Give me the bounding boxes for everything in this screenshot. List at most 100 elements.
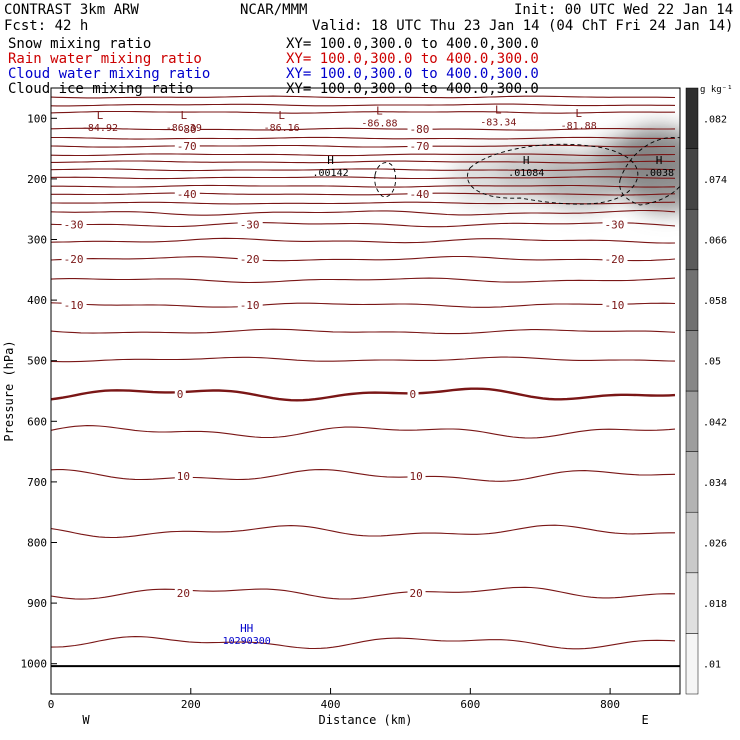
contour-label-bg xyxy=(61,218,87,231)
contour-label-bg xyxy=(174,140,200,153)
forecast-hour: Fcst: 42 h xyxy=(4,18,89,34)
high-marker: HH xyxy=(240,622,253,635)
colorbar-swatch xyxy=(685,451,699,513)
contour-label-bg xyxy=(407,123,433,136)
contour-label: 0 xyxy=(177,388,184,401)
east-label: E xyxy=(641,713,648,727)
y-tick-label: 200 xyxy=(27,173,47,186)
contour-label-bg xyxy=(237,252,263,265)
temperature-contour xyxy=(51,136,675,140)
contour-label: -80 xyxy=(177,123,197,136)
high-value: .01084 xyxy=(508,168,544,179)
temperature-contour xyxy=(51,425,676,439)
temperature-contour xyxy=(51,387,676,402)
valid-time: Valid: 18 UTC Thu 23 Jan 14 (04 ChT Fri … xyxy=(312,18,734,34)
temperature-contour xyxy=(51,184,676,188)
contour-label: -70 xyxy=(177,140,197,153)
colorbar-label: .042 xyxy=(703,417,727,428)
temperature-contour xyxy=(51,328,676,335)
ice-contour-outline xyxy=(619,136,680,206)
colorbar-label: .01 xyxy=(703,660,721,671)
y-tick-label: 900 xyxy=(27,597,47,610)
y-tick-label: 700 xyxy=(27,476,47,489)
y-tick-label: 800 xyxy=(27,537,47,550)
contour-label-bg xyxy=(61,252,87,265)
contour-label-bg xyxy=(174,388,186,401)
x-tick-label: 600 xyxy=(460,698,480,711)
y-tick-label: 600 xyxy=(27,415,47,428)
low-value: -86.88 xyxy=(361,119,397,130)
temperature-contour xyxy=(51,221,676,228)
temperature-contour xyxy=(51,95,676,99)
temperature-contour xyxy=(51,144,676,148)
contour-label: -10 xyxy=(240,299,260,312)
low-value: -83.34 xyxy=(480,118,516,129)
temperature-contour xyxy=(51,469,676,482)
temperature-contour xyxy=(51,237,676,244)
temperature-contour xyxy=(51,168,676,172)
temperature-contour xyxy=(51,586,676,600)
low-value: -86.16 xyxy=(264,123,300,134)
x-axis-label: Distance (km) xyxy=(319,713,413,727)
plot-frame xyxy=(50,87,681,695)
contour-label-bg xyxy=(407,469,426,482)
contour-label-bg xyxy=(407,388,419,401)
contour-label: -80 xyxy=(410,123,430,136)
colorbar-swatch xyxy=(685,390,699,452)
low-value: -84.92 xyxy=(82,123,118,134)
colorbar-swatch xyxy=(685,87,699,149)
model-title: CONTRAST 3km ARW xyxy=(4,2,139,18)
y-tick-label: 300 xyxy=(27,234,47,247)
contour-label: -40 xyxy=(177,188,197,201)
temperature-contour xyxy=(51,160,675,164)
contour-label-bg xyxy=(407,586,426,599)
field-snow-name: Snow mixing ratio xyxy=(8,36,152,52)
field-rain-name: Rain water mixing ratio xyxy=(8,51,202,67)
org-label: NCAR/MMM xyxy=(240,2,308,18)
contour-label: -20 xyxy=(64,253,84,266)
west-label: W xyxy=(82,713,90,727)
contour-label-bg xyxy=(407,188,433,201)
temperature-contour xyxy=(51,103,676,107)
field-cloud-water-name: Cloud water mixing ratio xyxy=(8,66,211,82)
contour-label-bg xyxy=(602,252,628,265)
contour-label-bg xyxy=(602,218,628,231)
high-value: .0038 xyxy=(644,168,674,179)
contour-label: -30 xyxy=(240,218,260,231)
high-marker: H xyxy=(656,154,663,167)
temperature-contour xyxy=(51,302,676,308)
temperature-contour xyxy=(51,110,675,114)
colorbar-label: .018 xyxy=(703,599,727,610)
contour-label-bg xyxy=(174,188,200,201)
high-value: .00142 xyxy=(312,168,348,179)
colorbar-swatch xyxy=(685,511,699,574)
colorbar-label: .074 xyxy=(703,175,727,186)
contour-label: 0 xyxy=(410,388,417,401)
contour-label-bg xyxy=(61,298,87,311)
temperature-contour xyxy=(51,176,676,180)
contour-label: 20 xyxy=(410,587,423,600)
contour-label: -10 xyxy=(605,299,625,312)
colorbar-label: .05 xyxy=(703,357,721,368)
low-marker: L xyxy=(575,107,582,120)
ice-contour-outline xyxy=(467,143,639,205)
contour-label-bg xyxy=(174,123,200,136)
temperature-contour xyxy=(51,356,676,363)
high-marker: H xyxy=(523,154,530,167)
x-tick-label: 200 xyxy=(181,698,201,711)
low-marker: L xyxy=(278,109,285,122)
y-tick-label: 100 xyxy=(27,112,47,125)
low-marker: L xyxy=(180,109,187,122)
temperature-contour xyxy=(51,153,676,157)
x-tick-label: 400 xyxy=(321,698,341,711)
colorbar-swatch xyxy=(685,330,699,392)
temperature-contour xyxy=(51,127,676,131)
low-value: -86.39 xyxy=(166,123,202,134)
contour-label-bg xyxy=(237,298,263,311)
ice-contour-outline xyxy=(374,162,397,198)
colorbar-label: .034 xyxy=(703,478,727,489)
contour-label: -20 xyxy=(240,253,260,266)
field-cloud-ice-name: Cloud ice mixing ratio xyxy=(8,81,194,97)
x-tick-label: 800 xyxy=(600,698,620,711)
